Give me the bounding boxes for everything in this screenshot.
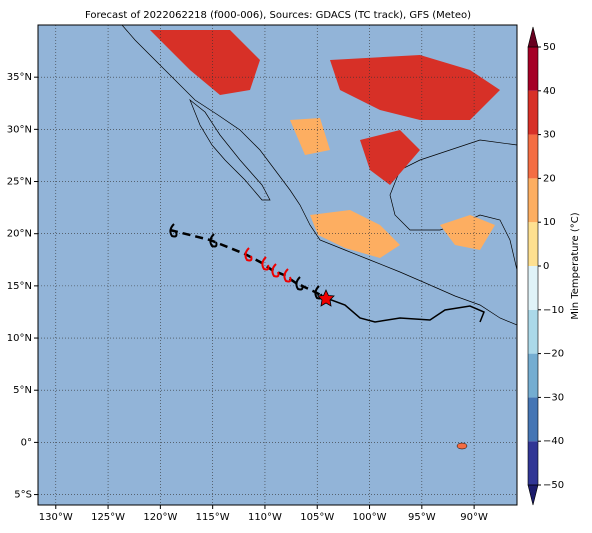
colorbar-tick-label: 0 xyxy=(543,261,549,272)
x-tick-label: 110°W xyxy=(248,512,282,523)
colorbar-band xyxy=(528,90,538,135)
x-tick-label: 95°W xyxy=(408,512,436,523)
colorbar-band xyxy=(528,178,538,223)
colorbar-band xyxy=(528,397,538,442)
y-tick-label: 25°N xyxy=(7,177,32,188)
x-tick-label: 115°W xyxy=(196,512,230,523)
x-tick-label: 90°W xyxy=(460,512,488,523)
colorbar-extend-top xyxy=(527,26,539,48)
y-tick-label: 10°N xyxy=(7,333,32,344)
y-tick-label: 35°N xyxy=(7,72,32,83)
x-tick-label: 100°W xyxy=(353,512,387,523)
colorbar-tick-label: −40 xyxy=(543,436,564,447)
y-tick-label: 30°N xyxy=(7,124,32,135)
colorbar-tick-label: 40 xyxy=(543,86,556,97)
colorbar-extend-bottom xyxy=(527,484,539,506)
colorbar-label: Min Temperature (°C) xyxy=(570,212,581,319)
colorbar-band xyxy=(528,353,538,398)
x-tick-label: 120°W xyxy=(143,512,177,523)
colorbar-band xyxy=(528,441,538,485)
y-tick-label: 20°N xyxy=(7,229,32,240)
land xyxy=(121,25,517,450)
colorbar: −50 −40 −30 −20 −10 0 10 20 30 40 50 xyxy=(527,26,564,506)
x-tick-label: 130°W xyxy=(39,512,73,523)
colorbar-band xyxy=(528,134,538,179)
colorbar-tick-label: −10 xyxy=(543,305,564,316)
colorbar-tick-label: −50 xyxy=(543,480,564,491)
colorbar-tick-label: 10 xyxy=(543,217,556,228)
y-tick-label: 0° xyxy=(21,437,32,448)
y-tick-label: 15°N xyxy=(7,281,32,292)
colorbar-band xyxy=(528,266,538,310)
y-tick-label: 5°N xyxy=(13,385,32,396)
grid xyxy=(38,25,517,505)
colorbar-band xyxy=(528,47,538,91)
track xyxy=(169,223,485,323)
colorbar-tick-label: −30 xyxy=(543,392,564,403)
y-tick-label: 5°S xyxy=(14,490,32,501)
colorbar-band xyxy=(528,222,538,266)
x-tick-label: 105°W xyxy=(300,512,334,523)
colorbar-tick-label: 50 xyxy=(543,42,556,53)
title: Forecast of 2022062218 (f000-006), Sourc… xyxy=(85,10,471,21)
colorbar-tick-label: 20 xyxy=(543,173,556,184)
colorbar-band xyxy=(528,309,538,354)
colorbar-tick-label: −20 xyxy=(543,349,564,360)
map-frame xyxy=(37,24,518,506)
colorbar-tick-label: 30 xyxy=(543,130,556,141)
x-tick-label: 125°W xyxy=(91,512,125,523)
